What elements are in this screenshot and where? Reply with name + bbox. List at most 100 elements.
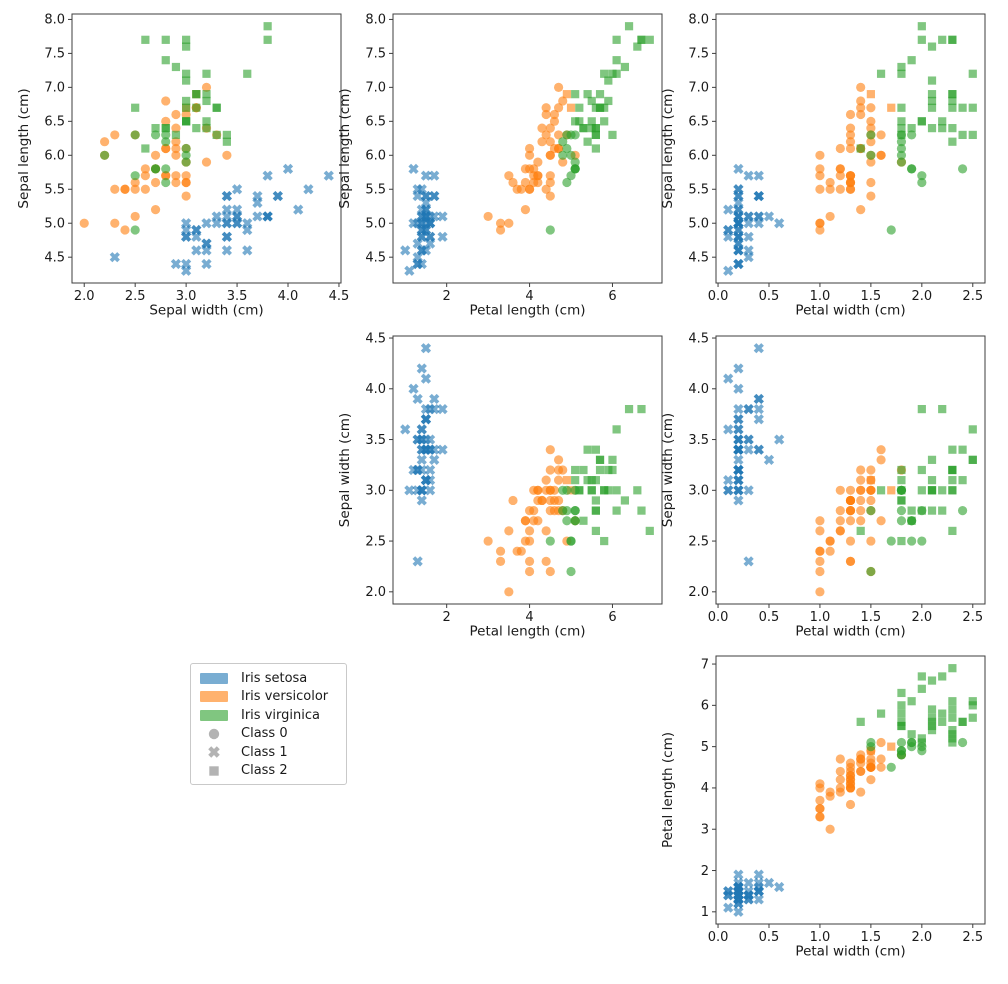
data-point xyxy=(917,117,926,126)
legend-square-marker-icon xyxy=(199,764,229,778)
data-point xyxy=(231,204,243,215)
data-point xyxy=(416,454,427,465)
y-tick-label: 6.0 xyxy=(365,149,386,164)
data-point xyxy=(866,737,876,748)
data-point xyxy=(608,465,617,475)
data-point xyxy=(504,218,514,228)
data-point xyxy=(495,218,506,228)
data-point xyxy=(753,414,764,425)
data-point xyxy=(483,536,493,546)
data-point xyxy=(562,90,571,99)
data-point xyxy=(957,506,968,516)
data-point xyxy=(591,124,600,133)
data-point xyxy=(558,465,568,475)
data-point xyxy=(896,137,907,147)
data-point xyxy=(558,506,568,516)
data-point xyxy=(579,516,588,525)
data-point xyxy=(856,475,866,485)
data-point xyxy=(416,485,427,496)
y-tick-label: 5.0 xyxy=(365,217,386,232)
data-point xyxy=(553,455,564,465)
data-point xyxy=(181,258,192,270)
data-point xyxy=(968,103,977,112)
x-tick-label: 2 xyxy=(443,610,451,625)
data-point xyxy=(948,738,957,747)
data-point xyxy=(633,486,642,495)
data-point xyxy=(587,486,596,495)
data-point xyxy=(608,69,617,78)
y-tick-label: 7.5 xyxy=(688,47,709,62)
data-point xyxy=(733,906,744,917)
data-point xyxy=(420,444,432,455)
legend-item-class-1: Class 1 xyxy=(199,743,338,762)
legend-color-swatch xyxy=(200,691,228,703)
data-point xyxy=(907,124,916,133)
data-point xyxy=(896,516,907,526)
data-point xyxy=(866,536,876,546)
data-point xyxy=(182,76,191,85)
data-point xyxy=(968,713,977,722)
x-tick-label: 1.5 xyxy=(861,289,882,304)
data-point xyxy=(825,211,835,222)
x-tick-label: 4.0 xyxy=(278,289,299,304)
data-point xyxy=(866,157,876,167)
data-point xyxy=(130,184,140,194)
data-point xyxy=(886,536,896,546)
data-point xyxy=(151,124,160,133)
data-point xyxy=(845,495,856,506)
data-point xyxy=(907,697,916,706)
legend-item-iris-versicolor: Iris versicolor xyxy=(199,688,338,707)
data-point xyxy=(437,211,448,222)
data-point xyxy=(927,90,937,99)
x-tick-label: 2.0 xyxy=(911,610,932,625)
data-point xyxy=(109,252,120,263)
data-point xyxy=(512,184,522,194)
data-point xyxy=(753,403,764,415)
data-point xyxy=(835,164,845,174)
data-point xyxy=(897,124,906,133)
data-point xyxy=(161,130,171,140)
data-point xyxy=(948,730,957,739)
data-point xyxy=(948,465,957,475)
x-tick-label: 0.0 xyxy=(708,610,729,625)
y-tick-label: 5.0 xyxy=(688,217,709,232)
data-point xyxy=(541,130,551,140)
data-point xyxy=(896,485,907,495)
data-point xyxy=(897,688,906,698)
data-point xyxy=(171,137,181,147)
data-point xyxy=(733,383,744,394)
data-point xyxy=(866,137,876,147)
data-point xyxy=(416,218,427,229)
x-tick-label: 0.5 xyxy=(759,930,780,945)
data-point xyxy=(570,506,580,516)
data-point xyxy=(591,445,600,454)
data-point xyxy=(566,103,576,112)
y-tick-label: 5 xyxy=(701,740,709,755)
data-point xyxy=(733,495,744,506)
data-point xyxy=(815,225,825,235)
data-point xyxy=(558,157,568,167)
data-point xyxy=(733,363,744,374)
data-point xyxy=(495,556,506,566)
data-point xyxy=(171,109,181,120)
data-point xyxy=(958,476,967,485)
data-point xyxy=(845,485,856,495)
data-point xyxy=(221,190,232,202)
data-point xyxy=(845,143,856,154)
y-tick-label: 5.5 xyxy=(44,183,65,198)
data-point xyxy=(600,486,609,495)
data-point xyxy=(845,123,856,133)
data-point xyxy=(896,750,907,760)
data-point xyxy=(222,137,231,146)
data-point xyxy=(303,184,314,195)
data-point xyxy=(262,211,273,222)
data-point xyxy=(221,245,232,256)
data-point xyxy=(856,485,866,495)
data-point xyxy=(545,171,555,181)
data-point xyxy=(753,343,764,354)
data-point xyxy=(835,766,845,777)
legend-patch xyxy=(199,709,229,721)
y-tick-label: 1 xyxy=(701,905,709,920)
data-point xyxy=(541,103,551,113)
legend-label: Iris virginica xyxy=(241,707,320,723)
